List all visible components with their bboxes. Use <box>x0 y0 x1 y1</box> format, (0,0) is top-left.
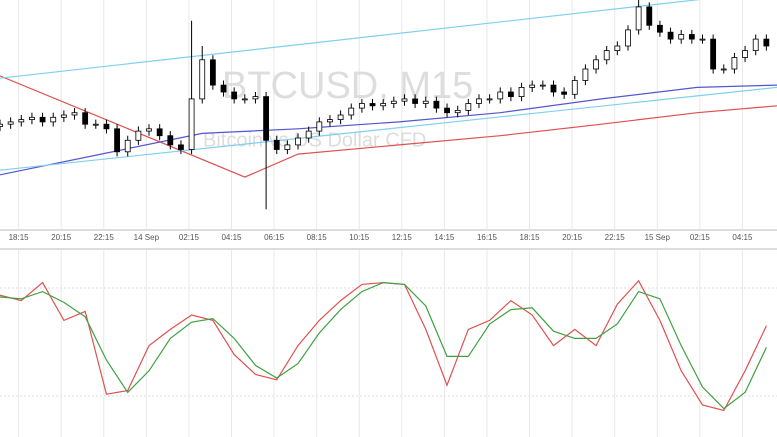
x-tick-label: 10:15 <box>349 233 370 242</box>
x-tick-label: 22:15 <box>94 233 115 242</box>
candle-body <box>220 84 227 93</box>
x-tick-label: 14 Sep <box>134 233 160 242</box>
candle-body <box>337 114 344 120</box>
x-tick-label: 08:15 <box>307 233 328 242</box>
candle-body <box>508 91 514 97</box>
candle-body <box>178 144 184 150</box>
candle-body <box>444 107 450 114</box>
x-tick-label: 18:15 <box>9 233 30 242</box>
candle-body <box>124 139 131 153</box>
candle-body <box>252 96 259 100</box>
candle-body <box>731 57 738 70</box>
candle-body <box>454 110 461 114</box>
candle-body <box>167 135 174 146</box>
candle-body <box>284 144 291 150</box>
x-tick-label: 06:15 <box>264 233 285 242</box>
candle-body <box>231 91 238 100</box>
candle-body <box>433 100 440 109</box>
candle-body <box>625 29 631 47</box>
candle-body <box>209 59 216 86</box>
oscillator-line <box>0 281 767 410</box>
candle-body <box>241 98 248 101</box>
x-tick-label: 02:15 <box>179 233 200 242</box>
candle-body <box>401 98 408 102</box>
watermark-title: BTCUSD, M15 <box>222 65 473 107</box>
candle-body <box>305 130 312 139</box>
candle-body <box>657 24 663 33</box>
candle-body <box>156 128 163 137</box>
candle-body <box>369 103 376 107</box>
candle-body <box>465 103 472 111</box>
candle-body <box>646 6 653 26</box>
candle-body <box>263 96 269 141</box>
candle-body <box>348 107 355 116</box>
x-tick-label: 22:15 <box>605 233 626 242</box>
candle-body <box>635 6 642 31</box>
candle-body <box>273 139 280 150</box>
candle-body <box>422 100 429 104</box>
candle-body <box>199 59 206 100</box>
candle-body <box>82 112 89 125</box>
candle-body <box>0 123 3 127</box>
candle-body <box>518 87 525 98</box>
x-tick-label: 20:15 <box>51 233 72 242</box>
candle-body <box>92 123 99 126</box>
indicator-line <box>0 84 777 176</box>
candle-body <box>561 91 568 95</box>
candle-body <box>103 123 110 130</box>
x-tick-label: 04:15 <box>732 233 753 242</box>
candle-body <box>497 91 504 100</box>
candle-body <box>29 116 35 121</box>
candle-body <box>295 137 301 146</box>
candle-body <box>699 38 706 41</box>
x-tick-label: 14:15 <box>434 233 455 242</box>
candle-body <box>529 84 536 88</box>
candle-body <box>571 80 578 95</box>
candle-body <box>752 38 759 51</box>
candle-body <box>135 130 142 141</box>
candle-body <box>710 38 717 70</box>
watermark-subtitle: Bitcoin vs US Dollar CFD <box>203 129 426 151</box>
candle-body <box>390 100 397 104</box>
candle-body <box>763 38 770 47</box>
candle-body <box>486 98 493 101</box>
candle-body <box>18 119 25 123</box>
candle-body <box>60 114 67 118</box>
candle-body <box>316 121 323 132</box>
x-tick-label: 18:15 <box>520 233 541 242</box>
candle-body <box>50 116 57 123</box>
x-tick-label: 15 Sep <box>645 233 671 242</box>
candle-body <box>742 50 748 58</box>
candle-body <box>593 59 599 70</box>
candle-body <box>327 119 333 123</box>
candle-body <box>550 84 557 93</box>
candle-body <box>603 50 610 61</box>
candle-body <box>412 98 419 104</box>
candle-body <box>188 98 195 150</box>
candle-body <box>114 128 120 153</box>
candle-body <box>678 34 685 40</box>
indicator-line <box>0 86 777 171</box>
x-tick-label: 02:15 <box>690 233 711 242</box>
candle-body <box>582 68 589 81</box>
x-tick-label: 16:15 <box>477 233 498 242</box>
candle-body <box>39 116 46 123</box>
candle-body <box>720 68 727 71</box>
candle-body <box>476 98 482 104</box>
candle-body <box>614 45 621 51</box>
candle-body <box>539 84 546 87</box>
candle-body <box>358 103 365 109</box>
candle-body <box>7 121 14 125</box>
x-tick-label: 12:15 <box>392 233 413 242</box>
candle-body <box>146 128 152 132</box>
candle-body <box>667 31 674 40</box>
candle-body <box>71 112 78 116</box>
candle-body <box>688 34 695 40</box>
oscillator-line <box>0 279 767 412</box>
indicator-line <box>0 0 701 79</box>
x-tick-label: 20:15 <box>562 233 583 242</box>
x-tick-label: 04:15 <box>221 233 242 242</box>
candle-body <box>380 103 387 107</box>
